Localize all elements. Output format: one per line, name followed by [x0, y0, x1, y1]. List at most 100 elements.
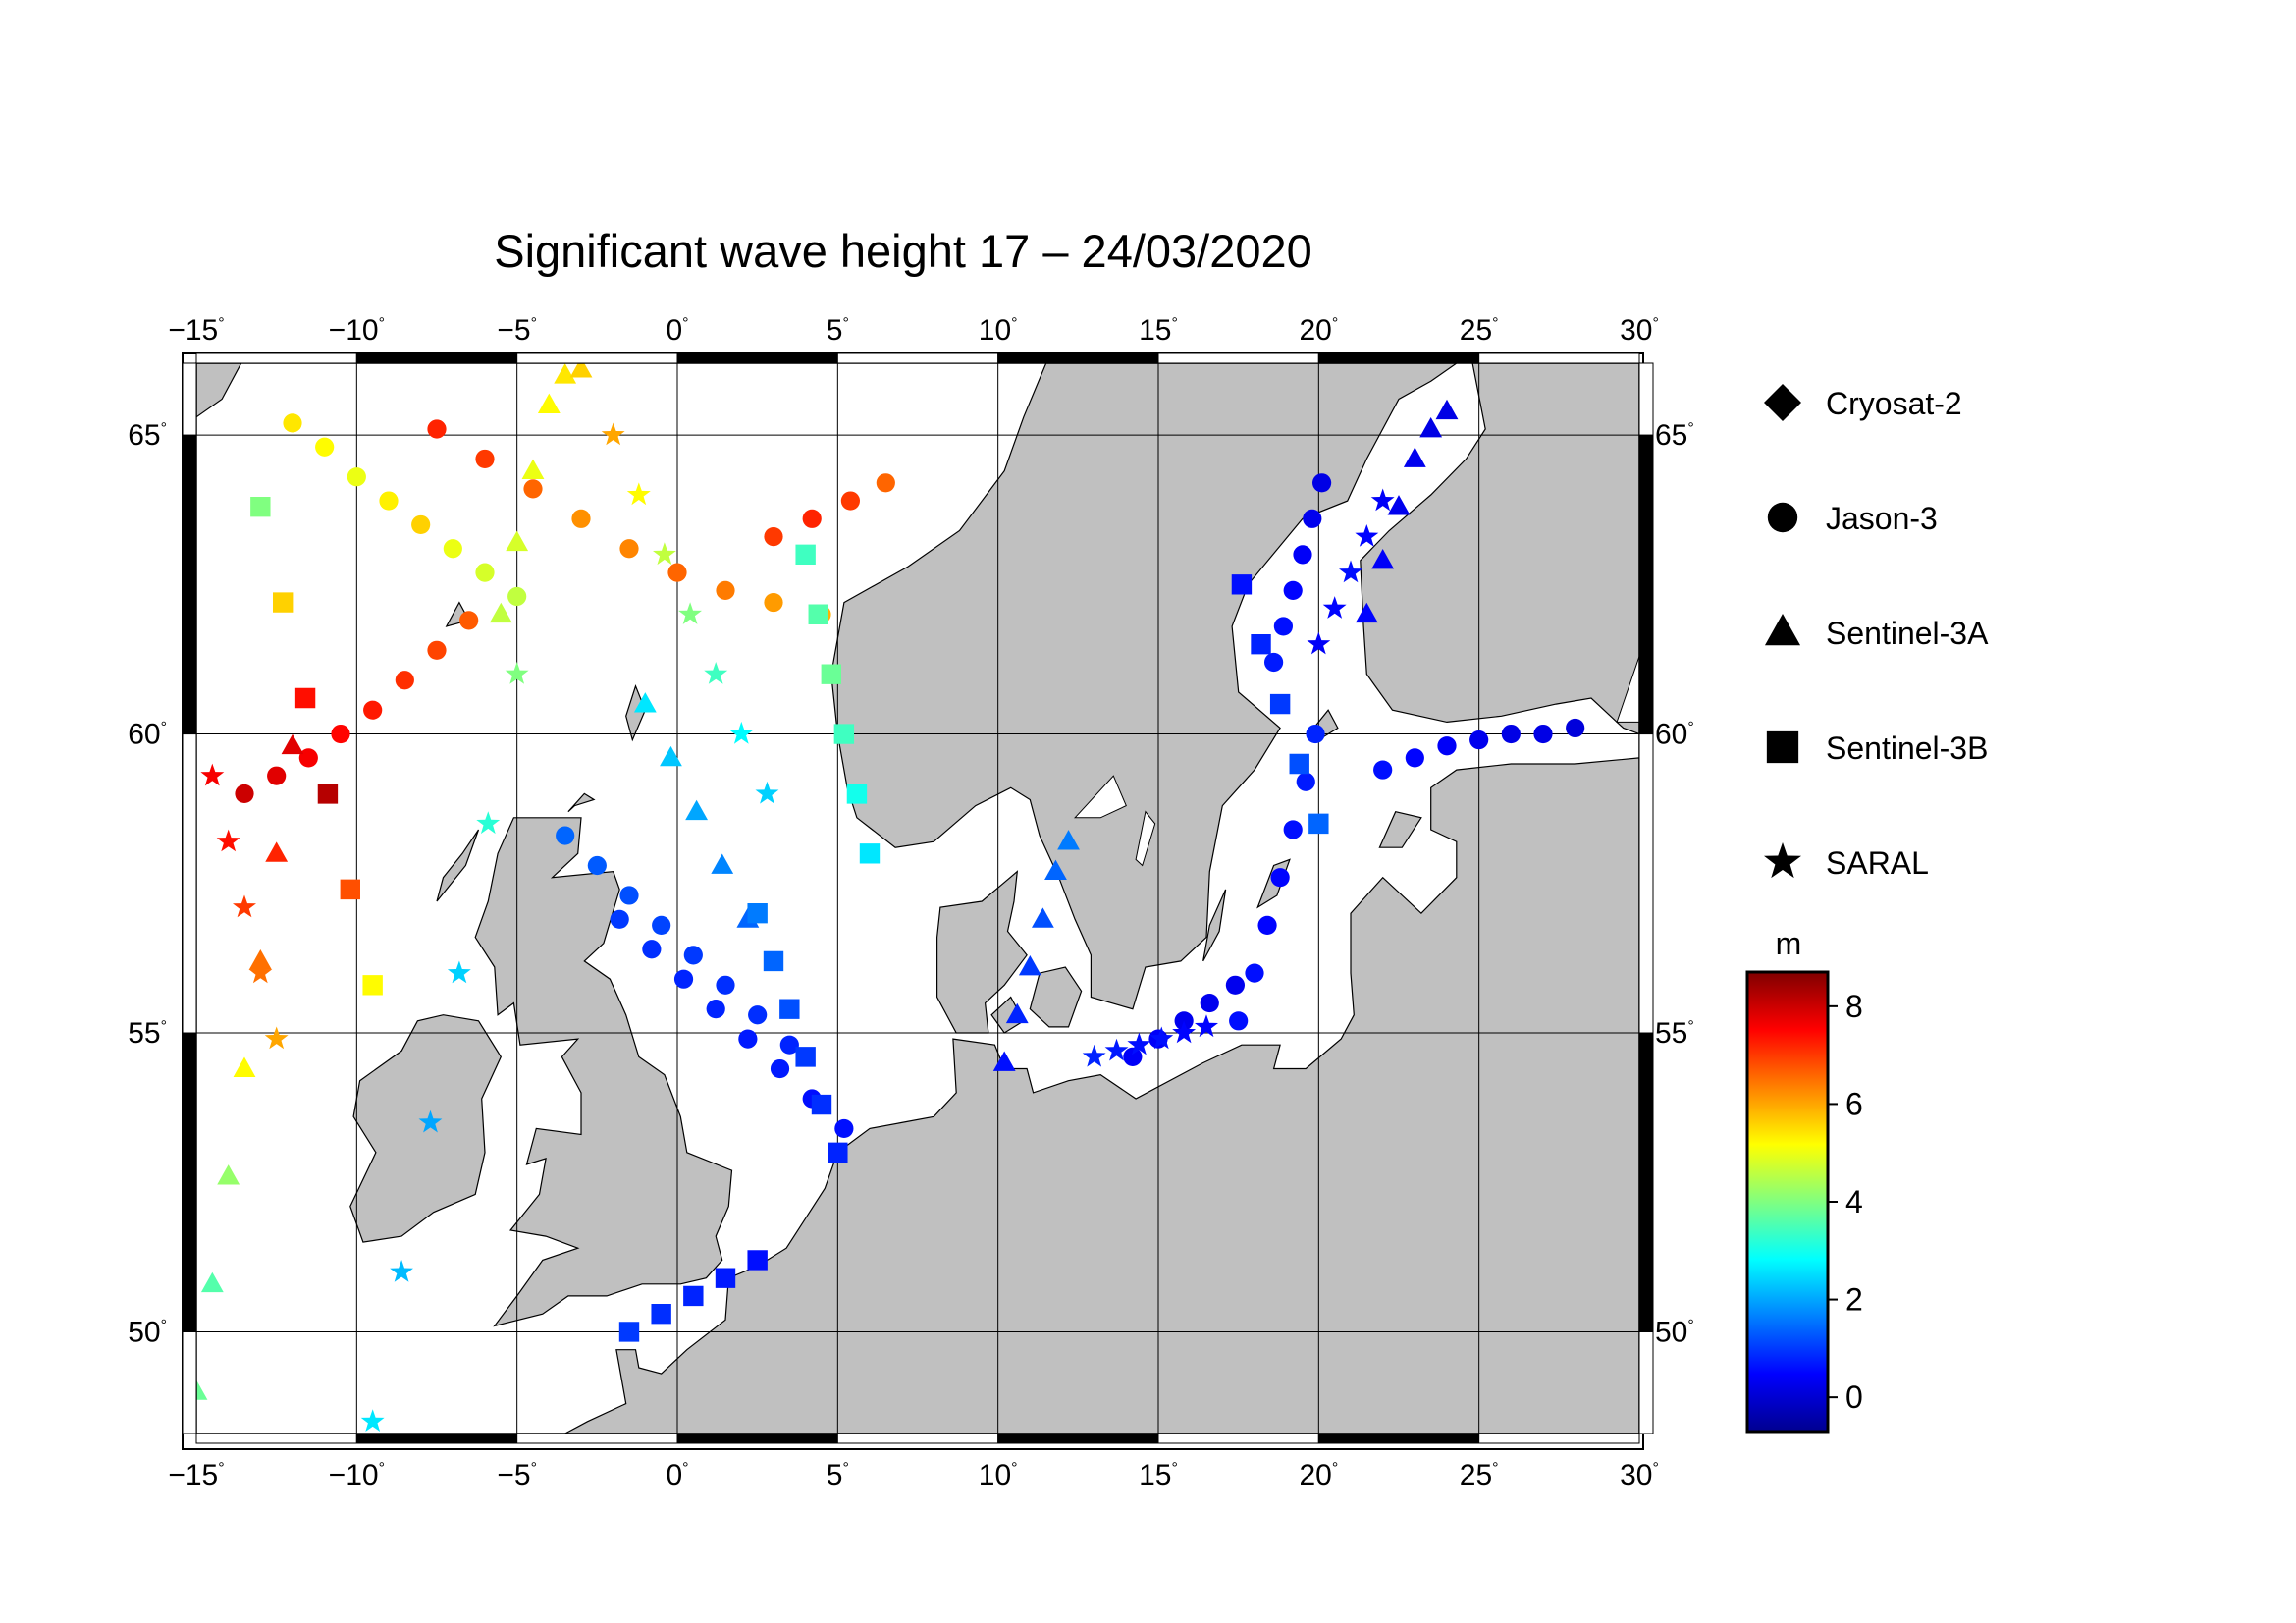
data-point — [834, 1118, 854, 1139]
data-point — [390, 1260, 413, 1282]
data-point — [1269, 693, 1291, 715]
data-point — [200, 1271, 224, 1293]
data-point — [1257, 915, 1277, 936]
lon-tick-label-top: 0° — [666, 314, 688, 347]
frame-bar-lon — [355, 352, 518, 364]
data-point — [427, 640, 447, 660]
frame-bar-lon — [516, 352, 678, 364]
data-point — [216, 829, 240, 852]
data-point — [1370, 488, 1395, 512]
data-point — [1469, 730, 1489, 750]
data-point — [660, 745, 682, 767]
data-point — [755, 781, 779, 804]
land-shetland — [625, 684, 646, 742]
data-point — [1405, 748, 1424, 768]
data-point — [716, 580, 735, 600]
data-point — [1032, 907, 1054, 928]
land-finland-russia — [1360, 363, 1639, 735]
data-point — [1501, 724, 1521, 744]
colorbar-unit: m — [1776, 926, 1802, 961]
data-point — [1339, 560, 1362, 583]
land-great-britain — [474, 817, 733, 1327]
data-point — [673, 969, 694, 989]
frame-bar-lat — [1638, 362, 1654, 436]
colorbar-tick-label: 2 — [1845, 1282, 1863, 1318]
lake-ladoga — [1616, 656, 1639, 723]
frame-bar-lon — [1317, 352, 1480, 364]
data-point — [1435, 399, 1459, 420]
series-sentinel-3b — [250, 496, 1329, 1342]
data-point — [347, 467, 366, 487]
data-point — [505, 662, 529, 684]
data-point — [1057, 830, 1080, 850]
lat-tick-label-left: 50° — [128, 1316, 167, 1348]
data-point — [1403, 447, 1426, 467]
data-point — [1251, 634, 1271, 655]
data-point — [235, 784, 254, 804]
lat-tick-label-right: 60° — [1655, 719, 1694, 751]
data-point — [1437, 736, 1457, 756]
data-point — [1373, 760, 1393, 780]
legend-label: Sentinel-3A — [1826, 616, 1989, 651]
data-point — [250, 496, 271, 517]
frame-bar-lon — [676, 1433, 838, 1444]
chart-title: Significant wave height 17 – 24/03/2020 — [494, 225, 1312, 277]
data-point — [281, 733, 304, 755]
data-point — [667, 563, 687, 582]
data-point — [626, 482, 651, 506]
series-saral — [200, 422, 1395, 1432]
frame-bar-lon — [1478, 1433, 1640, 1444]
lat-tick-label-left: 55° — [128, 1017, 167, 1050]
data-point — [315, 437, 335, 457]
frame-bar-lat — [182, 434, 197, 735]
data-point — [1172, 1020, 1197, 1044]
satellite-observations — [196, 363, 1585, 1432]
legend-label: Cryosat-2 — [1826, 386, 1962, 421]
data-point — [1104, 1038, 1129, 1061]
lon-tick-label-bottom: 15° — [1139, 1459, 1178, 1491]
colorbar-ticks: 0 2 4 6 8 — [1828, 989, 1863, 1415]
frame-bar-lat — [1638, 1032, 1654, 1332]
data-point — [808, 604, 828, 624]
data-point — [360, 1409, 385, 1432]
data-point — [828, 1142, 848, 1163]
data-point — [294, 687, 316, 709]
data-point — [248, 960, 273, 984]
land-iceland-edge — [196, 363, 242, 418]
frame-bar-lat — [182, 362, 197, 436]
data-point — [678, 602, 702, 624]
lon-tick-label-bottom: −10° — [329, 1459, 385, 1491]
lat-tick-label-left: 60° — [128, 719, 167, 751]
data-point — [840, 491, 861, 511]
data-point — [587, 855, 607, 876]
data-point — [1355, 602, 1378, 623]
data-point — [298, 748, 318, 768]
data-point — [556, 826, 575, 845]
data-point — [683, 1285, 704, 1307]
lon-tick-label-bottom: 10° — [979, 1459, 1018, 1491]
data-point — [779, 1035, 799, 1055]
lon-tick-label-top: −10° — [329, 314, 385, 347]
frame-bar-lon — [1478, 352, 1640, 364]
frame-bar-lat — [1638, 733, 1654, 1034]
data-point — [363, 700, 383, 720]
data-point — [618, 1322, 640, 1342]
data-point — [476, 811, 501, 835]
satellite-legend: Cryosat-2 Jason-3 Sentinel-3A Sentinel-3B SA… — [1764, 384, 1989, 881]
lon-tick-label-top: 30° — [1620, 314, 1659, 347]
data-point — [683, 946, 703, 965]
frame-bar-lon — [195, 1433, 357, 1444]
data-point — [233, 894, 256, 918]
lon-tick-label-top: −5° — [497, 314, 537, 347]
data-point — [411, 514, 431, 535]
data-point — [379, 491, 399, 511]
data-point — [704, 662, 728, 684]
frame-bar-lon — [1157, 352, 1319, 364]
data-point — [248, 948, 272, 970]
data-point — [1200, 993, 1219, 1013]
data-point — [747, 903, 768, 924]
data-point — [1307, 631, 1331, 655]
lat-tick-label-right: 55° — [1655, 1017, 1694, 1050]
data-point — [653, 542, 676, 566]
colorbar-tick-label: 8 — [1845, 989, 1863, 1024]
